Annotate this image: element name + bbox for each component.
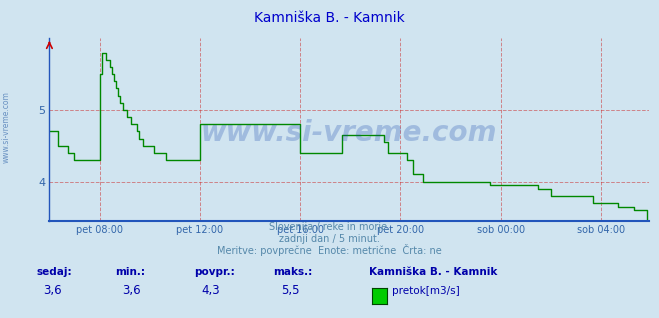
Text: min.:: min.: — [115, 267, 146, 277]
Text: sedaj:: sedaj: — [36, 267, 72, 277]
Text: Kamniška B. - Kamnik: Kamniška B. - Kamnik — [254, 11, 405, 25]
Text: zadnji dan / 5 minut.: zadnji dan / 5 minut. — [279, 234, 380, 244]
Text: povpr.:: povpr.: — [194, 267, 235, 277]
Text: Kamniška B. - Kamnik: Kamniška B. - Kamnik — [369, 267, 498, 277]
Text: 3,6: 3,6 — [123, 284, 141, 297]
Text: pretok[m3/s]: pretok[m3/s] — [392, 286, 460, 296]
Text: 5,5: 5,5 — [281, 284, 299, 297]
Text: 3,6: 3,6 — [43, 284, 62, 297]
Text: 4,3: 4,3 — [202, 284, 220, 297]
Text: maks.:: maks.: — [273, 267, 313, 277]
Text: Meritve: povprečne  Enote: metrične  Črta: ne: Meritve: povprečne Enote: metrične Črta:… — [217, 244, 442, 256]
Text: Slovenija / reke in morje.: Slovenija / reke in morje. — [269, 222, 390, 232]
Text: www.si-vreme.com: www.si-vreme.com — [2, 91, 11, 163]
Text: www.si-vreme.com: www.si-vreme.com — [201, 119, 498, 147]
